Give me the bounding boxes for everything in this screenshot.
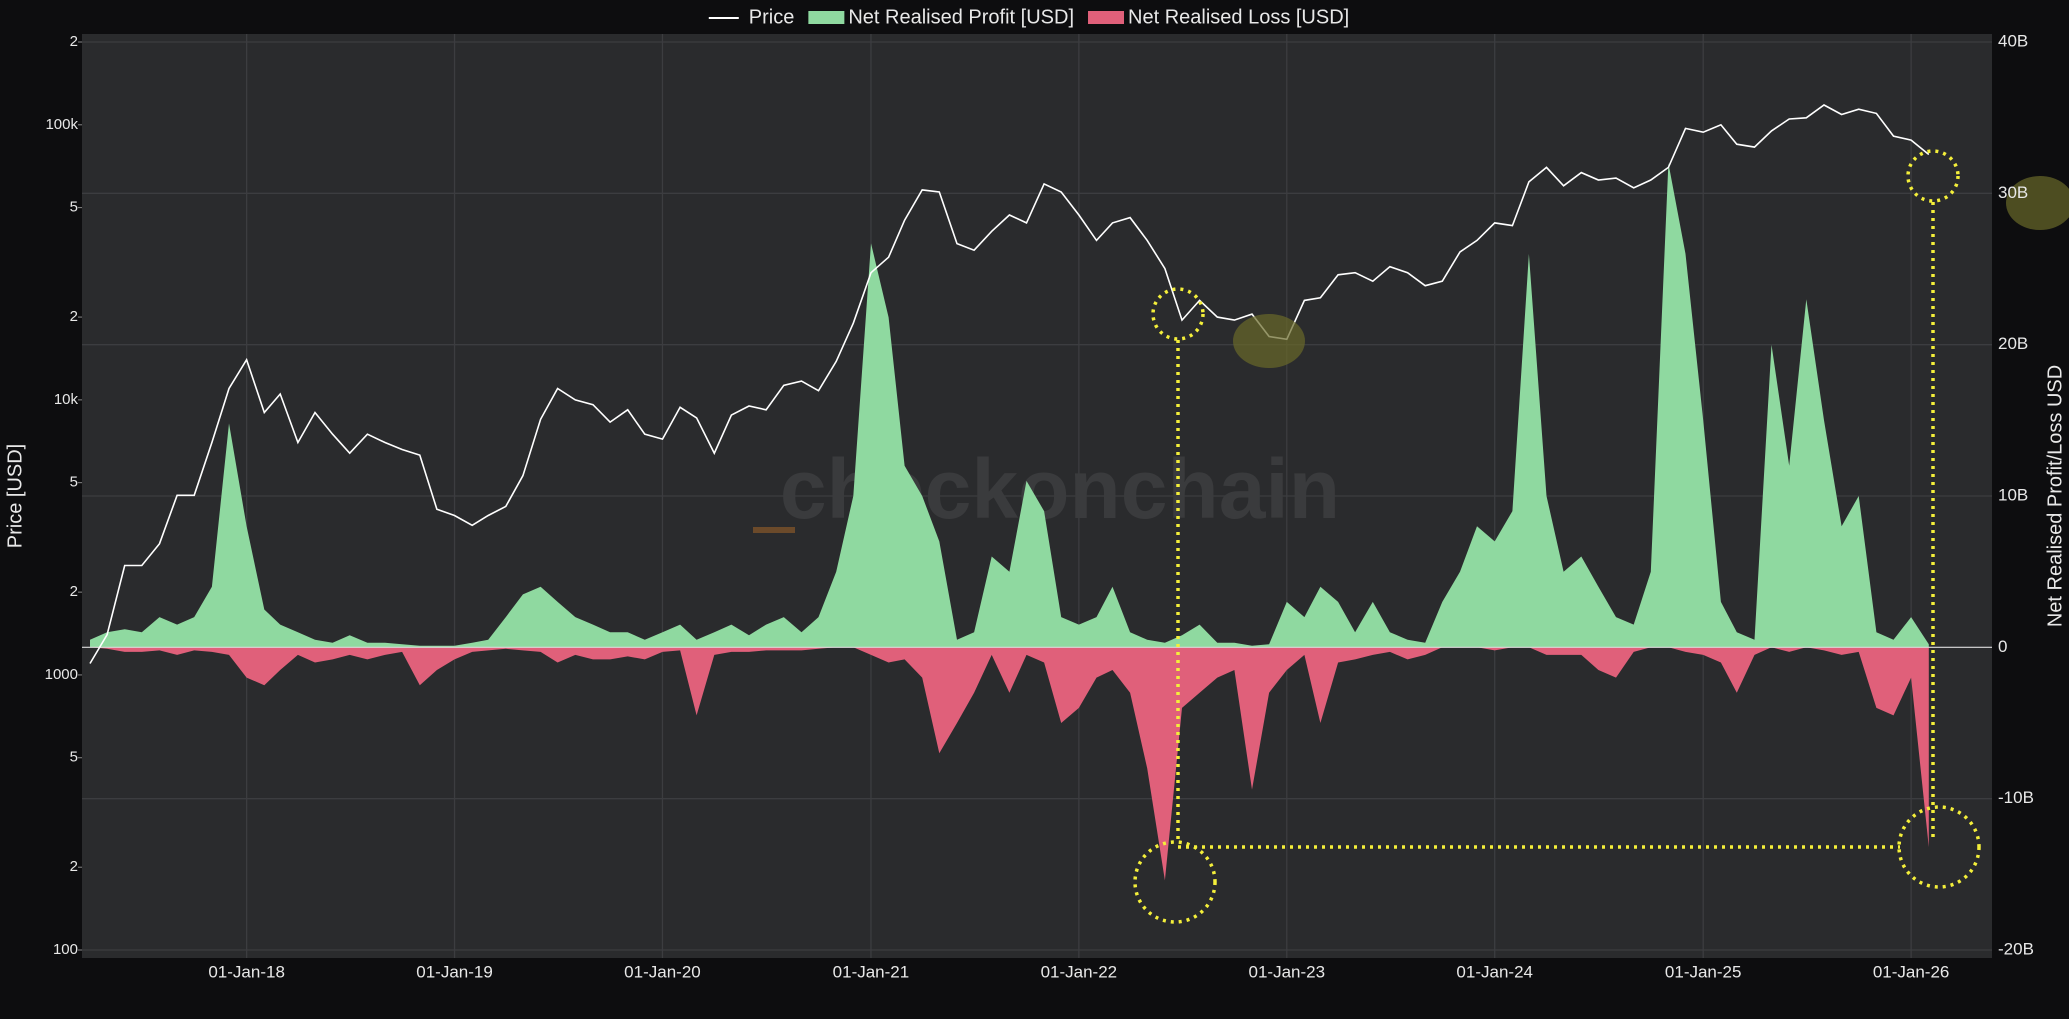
axes: 01-Jan-18 01-Jan-19 01-Jan-20 01-Jan-21 01-J… [45,31,2034,981]
y2-tick-label: -10B [1998,788,2034,807]
y2-tick-label: 10B [1998,485,2028,504]
area [90,647,1929,881]
y2-tick-label: 20B [1998,334,2028,353]
y2-tick-label: 30B [1998,183,2028,202]
legend-swatch [1088,11,1125,24]
y2-tick-label: 40B [1998,31,2028,50]
y-tick-label: 10k [54,391,79,408]
annotations [1133,149,2069,924]
y-minor-tick-label: 5 [70,749,78,766]
circle [1906,149,1960,203]
y-tick-label: 100 [53,941,78,958]
y-axis-label: Price [USD] [4,444,26,548]
y-tick-label: 100k [45,116,78,133]
y2-axis-label: Net Realised Profit/Loss USD [2044,365,2066,627]
legend: Price Net Realised Profit [USD] Net Realis… [708,6,1349,28]
price-line [89,104,1930,664]
x-tick-label: 01-Jan-20 [624,962,701,981]
legend-swatch [808,11,845,24]
y-minor-tick-label: 5 [70,199,78,216]
x-tick-label: 01-Jan-26 [1873,962,1950,981]
y-minor-tick-label: 2 [70,583,78,600]
x-tick-label: 01-Jan-22 [1041,962,1118,981]
x-tick-label: 01-Jan-19 [416,962,493,981]
circle [1151,287,1205,341]
x-tick-label: 01-Jan-21 [833,962,910,981]
circle [1897,805,1981,889]
x-tick-label: 01-Jan-18 [208,962,285,981]
marks [82,104,1992,881]
legend-label: Net Realised Loss [USD] [1128,6,1349,28]
y2-tick-label: 0 [1998,637,2007,656]
legend-label: Net Realised Profit [USD] [848,6,1074,28]
x-tick-label: 01-Jan-23 [1249,962,1326,981]
legend-label: Price [749,6,795,28]
decoration [753,527,795,533]
x-tick-label: 01-Jan-25 [1665,962,1742,981]
y-minor-tick-label: 2 [70,33,78,50]
y-minor-tick-label: 5 [70,474,78,491]
highlight [1233,314,1305,368]
x-tick-label: 01-Jan-24 [1456,962,1533,981]
y2-tick-label: -20B [1998,939,2034,958]
highlight [2006,176,2069,230]
y-minor-tick-label: 2 [70,858,78,875]
y-tick-label: 1000 [45,666,78,683]
y-minor-tick-label: 2 [70,308,78,325]
circle [1133,840,1217,924]
